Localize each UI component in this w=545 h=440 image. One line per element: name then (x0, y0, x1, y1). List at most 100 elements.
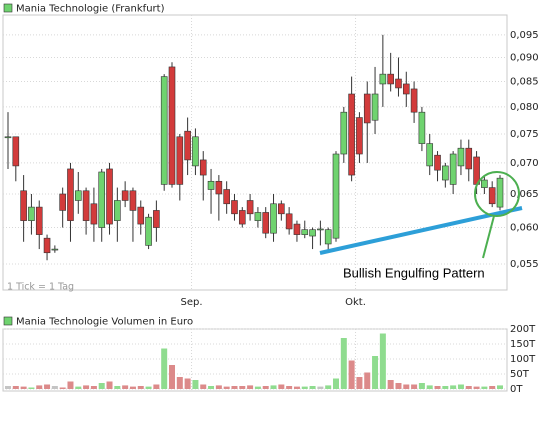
volume-bar (114, 386, 121, 389)
x-tick-label: Sep. (181, 297, 203, 308)
volume-bar (169, 365, 175, 389)
candle-body (106, 168, 113, 225)
volume-bar (239, 386, 246, 389)
volume-bar (356, 377, 363, 389)
volume-bar (293, 386, 300, 389)
y-tick-label: 0,080 (510, 102, 539, 113)
volume-bar (208, 386, 215, 389)
volume-bar (325, 385, 332, 389)
legend-swatch (3, 3, 13, 13)
volume-bar (442, 386, 449, 389)
candle-body (59, 193, 66, 211)
volume-bar (200, 384, 207, 389)
candle-body (418, 111, 426, 144)
candle-body (121, 190, 129, 201)
volume-bar (231, 386, 238, 389)
volume-bar (184, 378, 191, 389)
candle-body (387, 73, 394, 85)
candle-body (215, 180, 223, 195)
candle-body (51, 248, 59, 251)
candle-body (4, 136, 12, 139)
candle-body (488, 187, 496, 205)
candle-body (410, 88, 418, 113)
candle-body (67, 168, 74, 221)
volume-bar (481, 386, 488, 389)
candle-body (129, 190, 137, 211)
volume-bar (67, 381, 74, 389)
candle-body (356, 117, 363, 155)
volume-bar (278, 384, 285, 389)
volume-bar (122, 385, 129, 389)
candle-body (114, 200, 121, 221)
candle-body (145, 216, 152, 246)
y-tick-label: 50T (510, 369, 530, 380)
volume-bar (497, 385, 503, 389)
volume-bar (286, 386, 293, 389)
volume-bar (317, 386, 324, 389)
candle-body (434, 154, 441, 171)
trend-line (319, 206, 523, 255)
volume-bar (176, 377, 183, 389)
candle-body (168, 66, 176, 185)
volume-bar (372, 356, 379, 389)
volume-bar (106, 381, 113, 389)
volume-bar (379, 333, 386, 389)
candle-body (426, 143, 434, 167)
legend-label: Mania Technologie Volumen in Euro (16, 317, 193, 328)
candle-body (43, 237, 51, 254)
legend-label: Mania Technologie (Frankfurt) (16, 4, 165, 15)
volume-bar (395, 383, 402, 389)
volume-bar (28, 387, 35, 389)
volume-bar (153, 384, 160, 389)
volume-bar (20, 386, 27, 389)
volume-bar (36, 385, 43, 389)
y-tick-label: 0,085 (510, 76, 539, 87)
volume-bar (161, 348, 168, 389)
candle-body (35, 206, 43, 235)
candle-body (481, 179, 488, 188)
y-tick-label: 0T (510, 384, 523, 395)
legend-swatch (3, 316, 13, 326)
volume-bar (364, 372, 371, 389)
volume-bar (426, 385, 433, 389)
volume-bar (270, 385, 277, 389)
volume-bar (223, 386, 230, 389)
y-tick-label: 0,070 (510, 158, 539, 169)
candle-body (449, 153, 457, 185)
candle-body (231, 200, 238, 215)
candle-body (317, 228, 324, 231)
marks: 0,055 0,060 0,065 0,070 0,075 0,080 0,085 0,090… (3, 15, 539, 395)
volume-bar (309, 386, 316, 389)
volume-bar (333, 378, 339, 389)
volume-bar (215, 385, 222, 389)
candle-body (395, 78, 402, 89)
volume-bar (434, 386, 441, 389)
y-tick-label: 0,055 (510, 259, 539, 270)
volume-bar (450, 385, 457, 389)
y-tick-label: 0,065 (510, 189, 539, 200)
volume-bar (387, 380, 394, 389)
candle-body (192, 136, 199, 167)
candle-body (465, 147, 473, 170)
candle-body (246, 200, 254, 215)
candle-body (137, 206, 145, 225)
annotation: Bullish Engulfing Pattern (343, 265, 485, 280)
candle-body (293, 223, 301, 235)
volume-bar (418, 383, 425, 389)
volume-bar (247, 385, 254, 389)
volume-bar (348, 360, 355, 389)
volume-bar (457, 384, 464, 389)
candle-body (402, 83, 410, 95)
candle-body (98, 171, 106, 228)
volume-bar (254, 386, 261, 389)
y-tick-label: 0,075 (510, 129, 539, 140)
volume-bar (262, 386, 269, 389)
candle-body (223, 189, 230, 205)
candle-body (285, 213, 293, 230)
y-tick-label: 150T (510, 339, 536, 350)
candle-body (74, 190, 82, 201)
volume-bar (465, 386, 472, 389)
candle-body (371, 93, 379, 121)
candle-body (301, 229, 309, 235)
